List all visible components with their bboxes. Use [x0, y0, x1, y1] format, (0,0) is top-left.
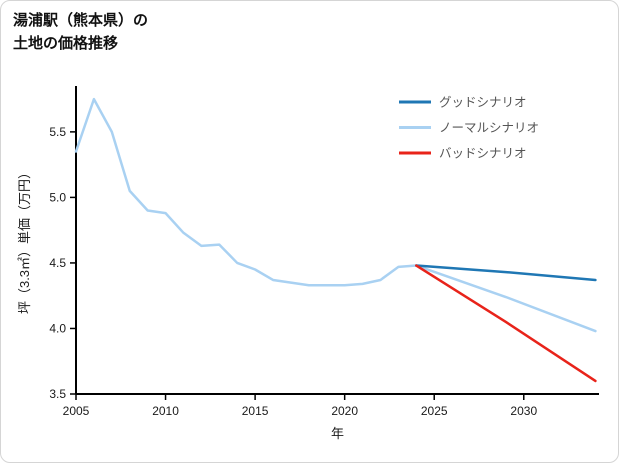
- legend-item-good: グッドシナリオ: [399, 96, 527, 110]
- x-tick-label: 2025: [421, 404, 448, 418]
- x-tick-label: 2005: [63, 404, 90, 418]
- x-axis-ticks: 2005 2010 2015 2020 2025 2030: [63, 394, 537, 418]
- x-tick-label: 2020: [331, 404, 358, 418]
- x-tick-label: 2010: [152, 404, 179, 418]
- y-tick-label: 4.0: [49, 321, 66, 335]
- y-axis-ticks: 3.5 4.0 4.5 5.0 5.5: [49, 125, 76, 401]
- legend-item-bad: バッドシナリオ: [399, 147, 527, 161]
- chart-title-line-1: 湯浦駅（熊本県）の: [13, 12, 149, 29]
- axes: [75, 86, 599, 395]
- legend-label: ノーマルシナリオ: [439, 121, 539, 135]
- x-tick-label: 2030: [510, 404, 537, 418]
- series-line-good: [415, 264, 597, 282]
- y-tick-label: 4.5: [49, 256, 66, 270]
- y-tick-label: 5.5: [49, 125, 66, 139]
- x-tick-label: 2015: [242, 404, 269, 418]
- legend-item-normal: ノーマルシナリオ: [399, 121, 539, 135]
- legend-label: グッドシナリオ: [439, 96, 527, 110]
- chart-title: 湯浦駅（熊本県）の 土地の価格推移: [13, 9, 148, 56]
- y-tick-label: 5.0: [49, 190, 66, 204]
- series-line-bad: [415, 264, 597, 383]
- series-line-normal: [74, 97, 597, 333]
- chart-title-line-2: 土地の価格推移: [13, 35, 119, 53]
- x-axis-title: 年: [331, 426, 344, 441]
- y-tick-label: 3.5: [49, 387, 66, 401]
- legend-label: バッドシナリオ: [439, 147, 527, 161]
- y-axis-title: 坪（3.3㎡）単価（万円）: [17, 166, 32, 314]
